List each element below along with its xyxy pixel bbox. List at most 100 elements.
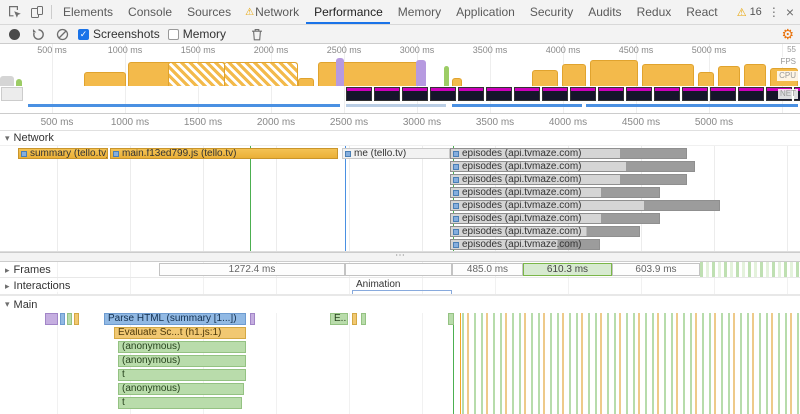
network-request-bar[interactable]: episodes (api.tvmaze.com) [450, 161, 695, 172]
frame-duration-box[interactable]: 1272.4 ms [159, 263, 345, 276]
interactions-track-header[interactable]: ▸ Interactions [5, 280, 74, 292]
record-button[interactable] [6, 26, 22, 42]
disclosure-triangle-icon: ▾ [5, 299, 10, 309]
screenshot-thumbnail[interactable] [626, 87, 652, 101]
network-section-header[interactable]: ▾ Network [0, 131, 800, 146]
screenshot-thumbnail[interactable] [738, 87, 764, 101]
screenshot-thumbnail[interactable] [402, 87, 428, 101]
overview-cpu-chart[interactable] [0, 56, 800, 86]
cpu-activity-shape [318, 62, 422, 86]
screenshots-checkbox[interactable]: ✓ Screenshots [78, 27, 160, 41]
inspect-element-icon[interactable] [4, 0, 26, 24]
flame-chart-bar[interactable]: t [118, 397, 242, 409]
screenshot-thumbnail[interactable] [374, 87, 400, 101]
flame-chart-bar[interactable] [45, 313, 58, 325]
panel-tab[interactable]: Elements [55, 0, 120, 24]
overview-filmstrip[interactable] [0, 86, 800, 102]
panel-tab[interactable]: Security [522, 0, 580, 24]
panel-tab[interactable]: Redux [629, 0, 679, 24]
request-indicator-icon [453, 189, 459, 196]
frame-duration-box[interactable] [345, 263, 452, 276]
device-toolbar-icon[interactable] [26, 0, 48, 24]
console-warnings-badge[interactable]: ⚠ 16 [737, 6, 762, 19]
memory-checkbox[interactable]: Memory [167, 27, 226, 41]
overview-filmstrip-thumbs[interactable] [0, 86, 800, 102]
screenshot-thumbnail[interactable] [430, 87, 456, 101]
screenshot-thumbnail[interactable] [458, 87, 484, 101]
frame-duration-box[interactable]: 610.3 ms [523, 263, 612, 276]
performance-toolbar: ✓ Screenshots Memory ⚙ [0, 25, 800, 44]
cpu-activity-shape [224, 62, 298, 86]
screenshot-thumbnail[interactable] [766, 87, 792, 101]
tab-label: React [686, 5, 718, 19]
kebab-menu-icon[interactable]: ⋮ [767, 5, 780, 19]
panel-tab[interactable]: Console [120, 0, 179, 24]
screenshot-thumbnail[interactable] [682, 87, 708, 101]
request-label: episodes (api.tvmaze.com) [462, 187, 582, 198]
flame-chart-bar[interactable] [67, 313, 72, 325]
tab-label: Memory [397, 5, 442, 19]
network-request-bar[interactable]: main.f13ed799.js (tello.tv) [110, 148, 338, 159]
screenshot-thumbnail[interactable] [486, 87, 512, 101]
panel-tab[interactable]: Memory [390, 0, 448, 24]
panel-tab[interactable]: Sources [179, 0, 238, 24]
flame-chart-bar[interactable] [250, 313, 255, 325]
settings-gear-icon[interactable]: ⚙ [781, 26, 794, 42]
pane-splitter-handle[interactable]: ⋯ [0, 251, 800, 262]
network-request-bar[interactable]: episodes (api.tvmaze.com) [450, 200, 720, 211]
network-request-bar[interactable]: episodes (api.tvmaze.com) [450, 148, 687, 159]
detail-time-ruler[interactable]: 500 ms 1000 ms 1500 ms 2000 ms 2500 ms 3000 m… [0, 114, 800, 131]
reload-and-profile-button[interactable] [30, 26, 46, 42]
flame-chart-bar[interactable] [74, 313, 79, 325]
flame-chart-bar[interactable]: Parse HTML (summary [1...]) [104, 313, 246, 325]
request-indicator-icon [453, 228, 459, 235]
flame-chart-bar[interactable]: t [118, 369, 246, 381]
network-request-bar[interactable]: me (tello.tv) [342, 148, 450, 159]
panel-tab[interactable]: Application [448, 0, 522, 24]
network-request-bar[interactable]: episodes (api.tvmaze.com) [450, 239, 600, 250]
panel-tab[interactable]: Performance [306, 0, 390, 24]
ruler-tick-label: 500 ms [40, 117, 74, 128]
flame-chart-bar[interactable]: (anonymous) [118, 383, 244, 395]
screenshot-thumbnail[interactable] [710, 87, 736, 101]
frame-duration-box[interactable]: 485.0 ms [452, 263, 523, 276]
screenshot-thumbnail[interactable] [794, 87, 800, 101]
panel-tab[interactable]: ⚠ Network [238, 0, 306, 24]
cpu-activity-shape [718, 66, 740, 86]
frames-track-header[interactable]: ▸ Frames [5, 264, 54, 276]
screenshot-thumbnail[interactable] [542, 87, 568, 101]
flame-chart-bar[interactable]: Evaluate Sc...t (h1.js:1) [114, 327, 246, 339]
flame-chart-bar[interactable]: (anonymous) [118, 355, 246, 367]
close-icon[interactable]: × [785, 4, 794, 20]
request-indicator-icon [453, 215, 459, 222]
panel-tab[interactable]: Audits [580, 0, 628, 24]
screenshot-thumbnail[interactable] [570, 87, 596, 101]
screenshot-thumbnail[interactable] [654, 87, 680, 101]
timeline-overview[interactable]: 500 ms 1000 ms 1500 ms 2000 ms 2500 ms 3000 m… [0, 44, 800, 114]
screenshot-thumbnail[interactable] [598, 87, 624, 101]
network-request-bar[interactable]: episodes (api.tvmaze.com) [450, 213, 660, 224]
ruler-tick-label: 3500 ms [475, 117, 515, 128]
network-request-bar[interactable]: episodes (api.tvmaze.com) [450, 187, 660, 198]
network-request-bar[interactable]: summary (tello.tv) [18, 148, 108, 159]
frame-duration-box[interactable]: 603.9 ms [612, 263, 700, 276]
network-request-bar[interactable]: episodes (api.tvmaze.com) [450, 174, 687, 185]
flame-chart-bar[interactable] [448, 313, 454, 325]
network-request-bar[interactable]: episodes (api.tvmaze.com) [450, 226, 640, 237]
flame-chart-bar[interactable]: (anonymous) [118, 341, 246, 353]
flame-chart-bar[interactable] [352, 313, 357, 325]
flame-chart-bar[interactable] [361, 313, 366, 325]
request-label: episodes (api.tvmaze.com) [462, 226, 582, 237]
screenshot-thumbnail[interactable] [514, 87, 540, 101]
request-indicator-icon [21, 150, 27, 157]
panel-tab[interactable]: React [678, 0, 724, 24]
cpu-activity-shape [562, 64, 586, 86]
flame-chart-bar[interactable]: E... [330, 313, 348, 325]
clear-button[interactable] [54, 26, 70, 42]
flame-chart-bar[interactable] [60, 313, 65, 325]
screenshot-thumbnail[interactable] [1, 87, 23, 101]
screenshot-thumbnail[interactable] [346, 87, 372, 101]
main-section-header[interactable]: ▾ Main [0, 295, 800, 313]
collect-garbage-icon[interactable] [249, 26, 265, 42]
animation-interval-bracket[interactable] [352, 290, 452, 294]
